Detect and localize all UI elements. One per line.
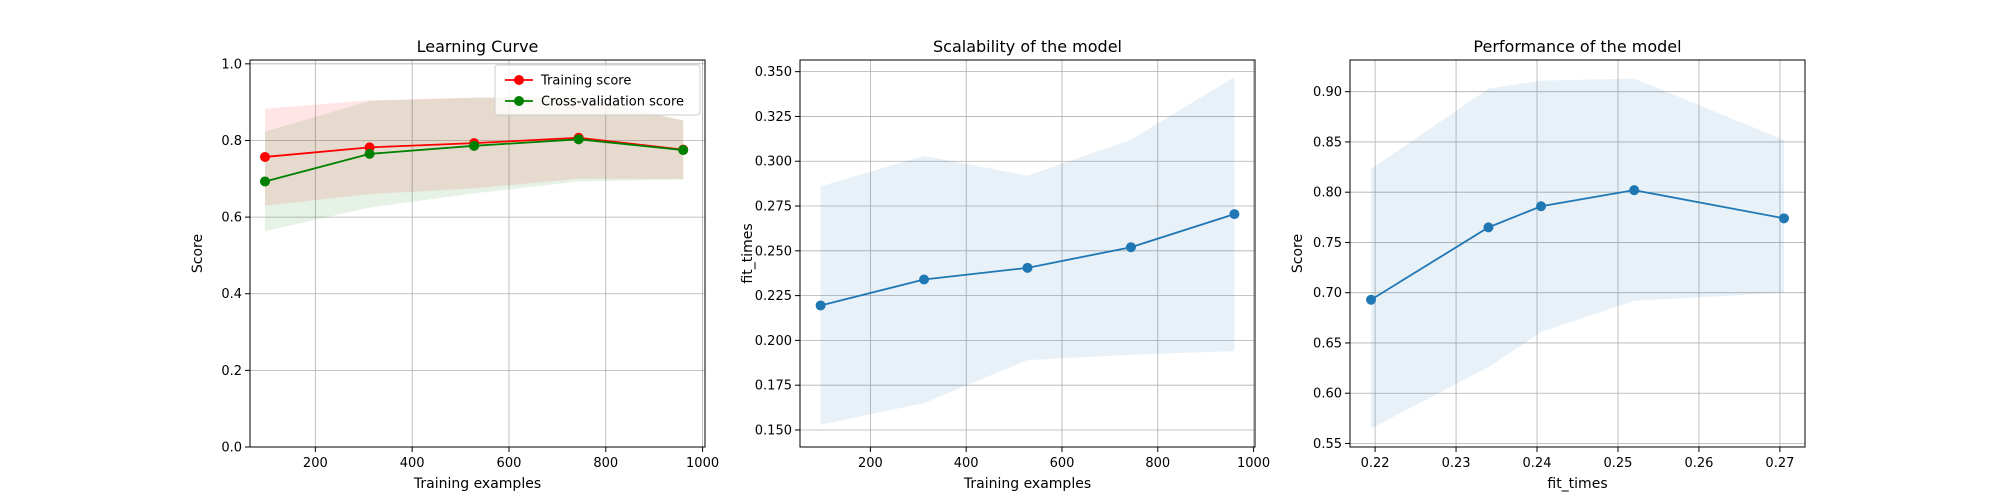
axes-frame — [1349, 59, 1806, 448]
point-series-1 — [1022, 262, 1033, 273]
y-tick-label: 0.0 — [221, 441, 242, 456]
y-tick-label: 1.0 — [221, 57, 242, 72]
point-series-1 — [1483, 222, 1494, 233]
x-tick-label: 800 — [1145, 456, 1170, 471]
axes-frame — [799, 59, 1256, 448]
y-tick-label: 0.65 — [1313, 336, 1342, 351]
x-tick-label: 400 — [954, 456, 979, 471]
y-tick-label: 0.70 — [1313, 286, 1342, 301]
point-series-2 — [260, 176, 271, 187]
y-axis-label: Score — [190, 234, 206, 273]
band-series-1 — [820, 77, 1235, 425]
point-series-2 — [678, 145, 689, 156]
x-tick-label: 0.27 — [1765, 456, 1794, 471]
y-tick-label: 0.8 — [221, 134, 242, 149]
x-tick-label: 1000 — [686, 456, 719, 471]
y-tick-label: 0.150 — [755, 423, 792, 438]
point-series-1 — [1229, 209, 1240, 220]
legend-box — [494, 64, 701, 116]
x-tick-label: 200 — [858, 456, 883, 471]
point-series-1 — [1778, 213, 1789, 224]
x-tick-label: 0.23 — [1442, 456, 1471, 471]
chart-1: 200 400 600 800 1000 0.0 0.2 0.4 0.6 0.8 1.0 Learni… — [190, 37, 719, 492]
x-axis-label: Training examples — [963, 476, 1091, 492]
legend-marker — [514, 96, 524, 106]
point-series-2 — [573, 134, 584, 145]
band-series-2 — [265, 97, 684, 232]
x-tick-label: 600 — [1050, 456, 1075, 471]
band-series-1 — [265, 97, 684, 206]
chart-2: 200 400 600 800 1000 0.150 0.175 0.200 0.225 0.25… — [740, 37, 1270, 492]
band-series-1 — [1371, 78, 1784, 429]
point-series-2 — [469, 140, 480, 151]
x-tick-label: 0.26 — [1684, 456, 1713, 471]
y-tick-label: 0.80 — [1313, 186, 1342, 201]
x-tick-label: 1000 — [1237, 456, 1270, 471]
x-axis-label: Training examples — [413, 476, 541, 492]
y-tick-label: 0.250 — [755, 244, 792, 259]
y-tick-label: 0.350 — [755, 65, 792, 80]
legend-marker — [514, 75, 524, 85]
point-series-1 — [1536, 201, 1547, 212]
point-series-1 — [1629, 185, 1640, 196]
legend-entry: Cross-validation score — [541, 95, 684, 110]
chart-title: Learning Curve — [417, 37, 539, 56]
y-tick-label: 0.300 — [755, 155, 792, 170]
point-series-1 — [1366, 294, 1377, 305]
y-tick-label: 0.325 — [755, 110, 792, 125]
y-axis-label: fit_times — [740, 223, 756, 283]
chart-title: Performance of the model — [1473, 37, 1681, 56]
y-tick-label: 0.55 — [1313, 437, 1342, 452]
x-tick-label: 200 — [303, 456, 328, 471]
x-axis-label: fit_times — [1547, 476, 1607, 492]
legend-entry: Training score — [540, 74, 631, 89]
x-tick-label: 0.22 — [1361, 456, 1390, 471]
point-series-2 — [364, 148, 375, 159]
y-tick-label: 0.275 — [755, 200, 792, 215]
y-tick-label: 0.175 — [755, 379, 792, 394]
y-tick-label: 0.2 — [221, 364, 242, 379]
point-series-1 — [815, 300, 826, 311]
y-tick-label: 0.6 — [221, 211, 242, 226]
x-tick-label: 800 — [593, 456, 618, 471]
chart-title: Scalability of the model — [933, 37, 1122, 56]
y-tick-label: 0.85 — [1313, 135, 1342, 150]
point-series-1 — [919, 274, 930, 285]
y-tick-label: 0.60 — [1313, 387, 1342, 402]
y-tick-label: 0.4 — [221, 287, 242, 302]
x-tick-label: 0.25 — [1604, 456, 1633, 471]
y-tick-label: 0.75 — [1313, 236, 1342, 251]
x-tick-label: 0.24 — [1523, 456, 1552, 471]
point-series-1 — [260, 151, 271, 162]
x-tick-label: 400 — [400, 456, 425, 471]
x-tick-label: 600 — [497, 456, 522, 471]
y-tick-label: 0.225 — [755, 289, 792, 304]
point-series-1 — [1125, 242, 1136, 253]
y-tick-label: 0.90 — [1313, 85, 1342, 100]
y-axis-label: Score — [1290, 234, 1306, 273]
legend: Training score Cross-validation score — [494, 64, 701, 116]
y-tick-label: 0.200 — [755, 334, 792, 349]
axes-frame — [249, 59, 706, 448]
chart-3: 0.22 0.23 0.24 0.25 0.26 0.27 0.55 0.60 0.65 0.70… — [1290, 37, 1806, 492]
